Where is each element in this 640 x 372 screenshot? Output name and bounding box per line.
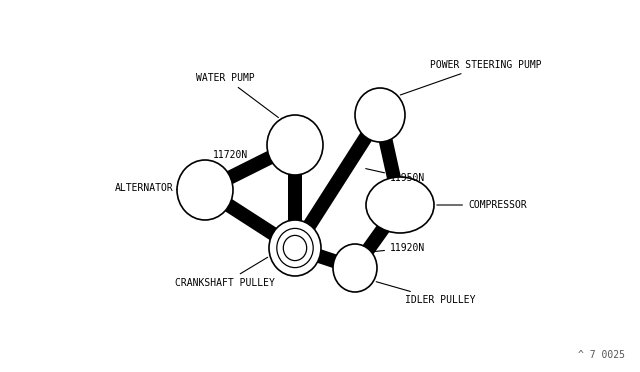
Ellipse shape [355, 88, 405, 142]
Polygon shape [292, 241, 357, 275]
Polygon shape [349, 201, 406, 272]
Polygon shape [288, 145, 302, 248]
Text: CRANKSHAFT PULLEY: CRANKSHAFT PULLEY [175, 257, 275, 288]
Polygon shape [202, 139, 298, 196]
Ellipse shape [284, 235, 307, 261]
Text: POWER STEERING PUMP: POWER STEERING PUMP [400, 60, 541, 95]
Text: COMPRESSOR: COMPRESSOR [436, 200, 527, 210]
Ellipse shape [333, 244, 377, 292]
Text: ALTERNATOR: ALTERNATOR [115, 183, 177, 193]
Text: 11950N: 11950N [365, 169, 425, 183]
Text: ^ 7 0025: ^ 7 0025 [578, 350, 625, 360]
Text: IDLER PULLEY: IDLER PULLEY [376, 282, 476, 305]
Text: 11920N: 11920N [372, 243, 425, 253]
Ellipse shape [277, 228, 313, 267]
Polygon shape [373, 113, 407, 206]
Ellipse shape [267, 115, 323, 175]
Text: 11720N: 11720N [213, 150, 248, 166]
Polygon shape [201, 184, 299, 254]
Text: WATER PUMP: WATER PUMP [196, 73, 278, 118]
Ellipse shape [177, 160, 233, 220]
Polygon shape [289, 111, 386, 252]
Ellipse shape [269, 220, 321, 276]
Ellipse shape [366, 177, 434, 233]
